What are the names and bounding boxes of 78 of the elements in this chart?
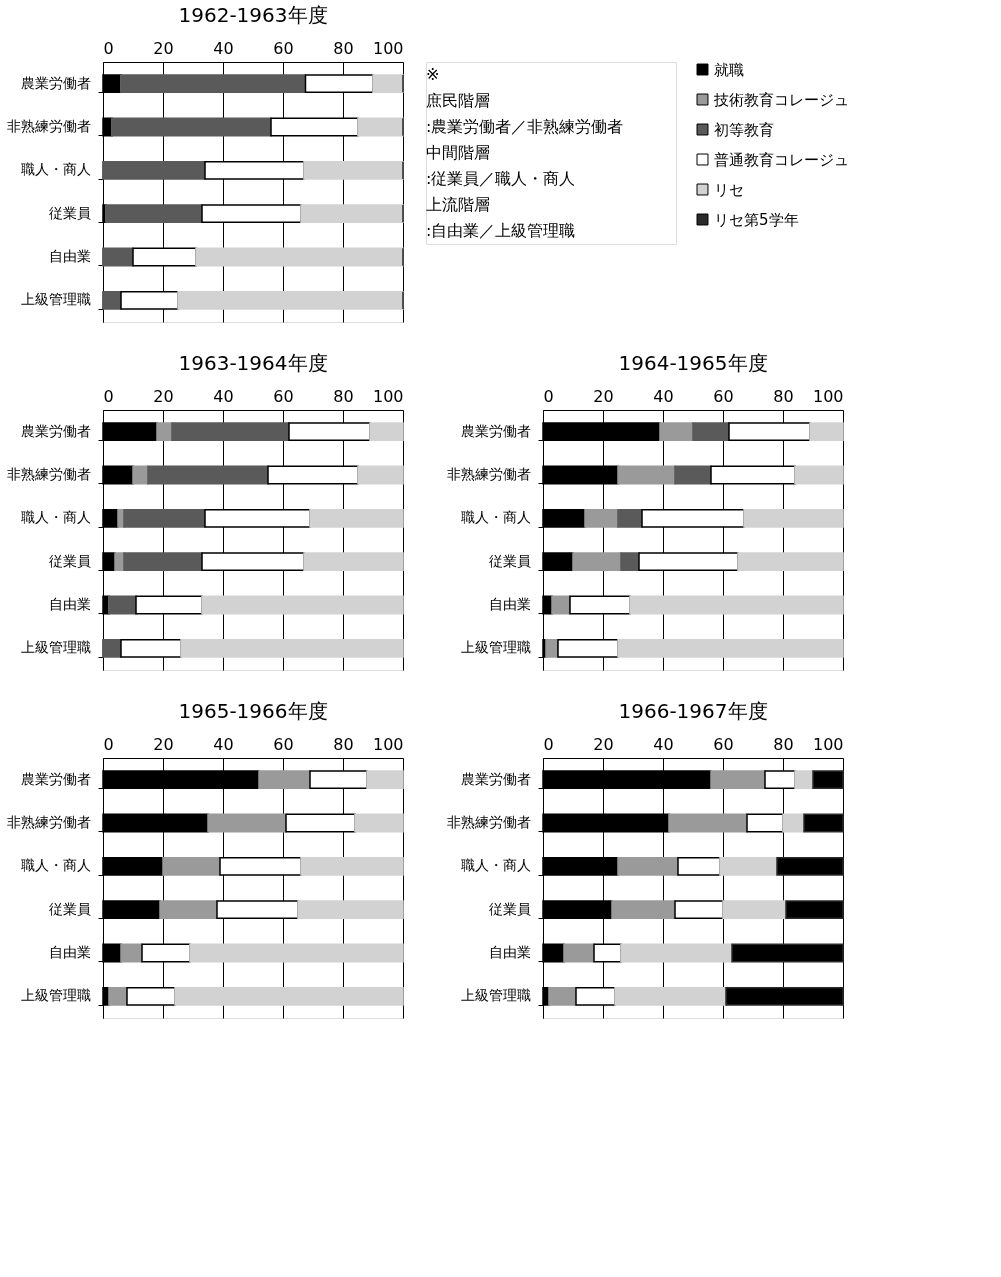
- y-tick-label: 農業労働者: [460, 770, 531, 787]
- x-tick-label: 60: [713, 734, 734, 754]
- x-tick-label: 0: [103, 386, 114, 406]
- x-tick-label: 80: [773, 734, 794, 754]
- chart-title: 1962-1963年度: [178, 3, 328, 27]
- x-tick-label: 20: [593, 734, 614, 754]
- x-tick-label: 20: [593, 386, 614, 406]
- y-tick-label: 農業労働者: [20, 422, 91, 439]
- x-tick-label: 0: [103, 38, 114, 58]
- legend-label: 普通教育コレージュ: [714, 150, 849, 169]
- y-tick-label: 自由業: [48, 596, 91, 612]
- y-tick-label: 従業員: [48, 204, 91, 221]
- legend-label: リセ第5学年: [714, 210, 799, 229]
- x-tick-label: 100: [372, 38, 404, 58]
- x-tick-label: 100: [372, 386, 404, 406]
- y-tick-label: 上級管理職: [460, 987, 531, 1004]
- x-tick-label: 40: [213, 734, 234, 754]
- y-tick-label: 職人・商人: [460, 509, 531, 526]
- y-tick-label: 自由業: [48, 248, 91, 264]
- x-tick-label: 20: [153, 734, 174, 754]
- x-tick-label: 60: [713, 386, 734, 406]
- y-tick-label: 職人・商人: [20, 857, 91, 874]
- x-tick-label: 40: [653, 386, 674, 406]
- text: 中間階層: [426, 143, 490, 162]
- x-tick-label: 0: [543, 734, 554, 754]
- x-tick-label: 60: [273, 38, 294, 58]
- x-tick-label: 0: [543, 386, 554, 406]
- x-tick-label: 40: [213, 386, 234, 406]
- x-tick-label: 40: [213, 38, 234, 58]
- x-tick-label: 80: [333, 386, 354, 406]
- y-tick-label: 上級管理職: [20, 987, 91, 1004]
- x-tick-label: 100: [812, 734, 844, 754]
- x-tick-label: 100: [812, 386, 844, 406]
- x-tick-label: 80: [773, 386, 794, 406]
- legend-label: リセ: [714, 180, 744, 199]
- y-tick-label: 非熟練労働者: [6, 466, 91, 482]
- chart-title: 1963-1964年度: [178, 351, 328, 375]
- y-tick-label: 自由業: [488, 944, 531, 960]
- y-tick-label: 上級管理職: [20, 291, 91, 308]
- x-tick-label: 40: [653, 734, 674, 754]
- x-tick-label: 80: [333, 38, 354, 58]
- x-tick-label: 60: [273, 734, 294, 754]
- y-tick-label: 従業員: [48, 552, 91, 569]
- y-tick-label: 自由業: [48, 944, 91, 960]
- y-tick-label: 職人・商人: [20, 161, 91, 178]
- y-tick-label: 非熟練労働者: [6, 118, 91, 134]
- chart-title: 1965-1966年度: [178, 699, 328, 723]
- x-tick-label: 60: [273, 386, 294, 406]
- y-tick-label: 農業労働者: [20, 770, 91, 787]
- y-tick-label: 従業員: [48, 900, 91, 917]
- y-tick-label: 職人・商人: [460, 857, 531, 874]
- text: 庶民階層: [426, 91, 490, 110]
- x-tick-label: 20: [153, 38, 174, 58]
- y-tick-label: 非熟練労働者: [6, 814, 91, 830]
- y-tick-label: 上級管理職: [460, 639, 531, 656]
- legend-label: 初等教育: [714, 120, 774, 139]
- x-tick-label: 80: [333, 734, 354, 754]
- x-tick-label: 20: [153, 386, 174, 406]
- text: ※: [426, 65, 440, 84]
- text: :農業労働者／非熟練労働者: [426, 117, 624, 136]
- x-tick-label: 100: [372, 734, 404, 754]
- y-tick-label: 非熟練労働者: [446, 814, 531, 830]
- legend-label: 就職: [714, 60, 744, 79]
- y-tick-label: 自由業: [488, 596, 531, 612]
- x-tick-label: 0: [103, 734, 114, 754]
- y-tick-label: 上級管理職: [20, 639, 91, 656]
- chart-title: 1966-1967年度: [618, 699, 768, 723]
- legend-label: 技術教育コレージュ: [713, 90, 849, 109]
- y-tick-label: 職人・商人: [20, 509, 91, 526]
- text: :自由業／上級管理職: [426, 221, 576, 240]
- y-tick-label: 従業員: [488, 900, 531, 917]
- text: :従業員／職人・商人: [426, 169, 576, 188]
- y-tick-label: 従業員: [488, 552, 531, 569]
- y-tick-label: 非熟練労働者: [446, 466, 531, 482]
- y-tick-label: 農業労働者: [20, 74, 91, 91]
- chart-title: 1964-1965年度: [618, 351, 768, 375]
- y-tick-label: 農業労働者: [460, 422, 531, 439]
- text: 上流階層: [426, 195, 490, 214]
